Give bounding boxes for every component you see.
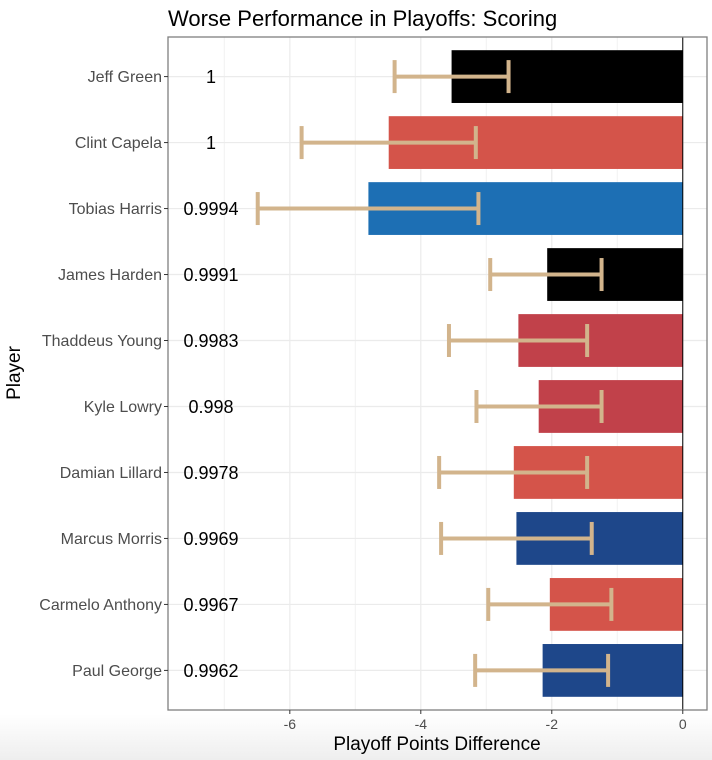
error-bar — [486, 587, 614, 621]
x-tick-label: 0 — [679, 716, 687, 732]
error-bar — [473, 653, 611, 687]
value-label: 0.9967 — [183, 595, 238, 615]
value-label: 0.998 — [188, 397, 233, 417]
y-tick-label: Thaddeus Young — [42, 333, 162, 350]
value-label: 0.9978 — [183, 463, 238, 483]
error-bar — [437, 455, 590, 489]
error-bar — [255, 192, 481, 226]
y-tick-label: Kyle Lowry — [84, 399, 162, 416]
error-bar — [439, 521, 594, 555]
value-label: 0.9994 — [183, 199, 238, 219]
value-label: 1 — [206, 133, 216, 153]
x-tick-label: -2 — [546, 716, 559, 732]
plot-panel: 1 1 0.9994 0.9991 0.9983 0.998 0.9978 0.9969 0.9… — [167, 36, 708, 711]
value-label: 1 — [206, 67, 216, 87]
x-tick-label: -4 — [415, 716, 428, 732]
value-label: 0.9969 — [183, 529, 238, 549]
error-bar — [299, 126, 478, 160]
value-label: 0.9991 — [183, 265, 238, 285]
y-tick-label: Clint Capela — [75, 135, 162, 152]
y-tick-label: Marcus Morris — [61, 531, 162, 548]
y-tick-label: James Harden — [58, 267, 162, 284]
y-tick-label: Tobias Harris — [69, 201, 162, 218]
y-axis-title: Player — [4, 345, 25, 400]
error-bar — [446, 324, 590, 358]
value-label: 0.9962 — [183, 661, 238, 681]
panel-border — [167, 36, 708, 711]
error-bar — [392, 60, 511, 94]
error-bar — [474, 389, 604, 423]
x-axis-tick-labels: -6 -4 -2 0 — [284, 710, 687, 732]
y-tick-label: Jeff Green — [88, 69, 162, 86]
chart-title: Worse Performance in Playoffs: Scoring — [168, 6, 557, 31]
x-axis-title: Playoff Points Difference — [333, 734, 540, 755]
y-tick-label: Paul George — [72, 663, 162, 680]
y-tick-label: Carmelo Anthony — [39, 597, 162, 614]
y-axis-tick-labels: Jeff Green Clint Capela Tobias Harris James… — [39, 69, 168, 680]
y-tick-label: Damian Lillard — [60, 465, 162, 482]
error-bar — [488, 258, 604, 292]
value-label: 0.9983 — [183, 331, 238, 351]
x-tick-label: -6 — [284, 716, 297, 732]
